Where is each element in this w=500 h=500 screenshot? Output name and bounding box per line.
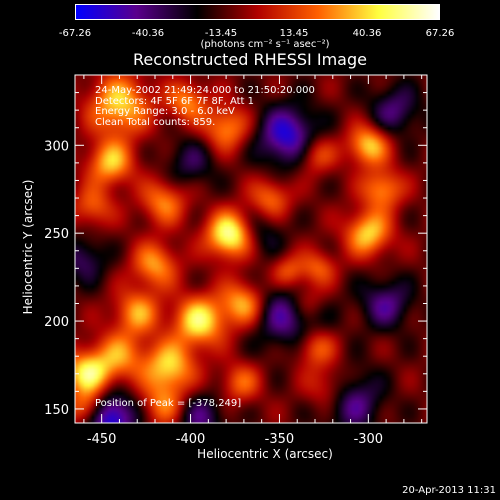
colorbar-tick-label: 13.45 (279, 28, 309, 39)
tick-label: -400 (176, 432, 206, 447)
peak-position-text: Position of Peak = [-378,249] (95, 398, 242, 409)
tick-label: 300 (44, 139, 69, 154)
tick-label: -450 (87, 432, 117, 447)
colorbar (75, 4, 440, 20)
colorbar-tick-label: 40.36 (352, 28, 382, 39)
colorbar-tick-label: -40.36 (131, 28, 165, 39)
energy-range-text: Energy Range: 3.0 - 6.0 keV (95, 106, 235, 117)
tick-label: 150 (44, 403, 69, 418)
timestamp: 20-Apr-2013 11:31 (402, 485, 496, 496)
time-range-text: 24-May-2002 21:49:24.000 to 21:50:20.000 (95, 85, 315, 96)
chart-title: Reconstructed RHESSI Image (133, 50, 367, 69)
x-axis-label: Heliocentric X (arcsec) (197, 447, 333, 461)
plot-frame (74, 74, 428, 424)
heatmap-image (75, 75, 427, 423)
detectors-text: Detectors: 4F 5F 6F 7F 8F, Att 1 (95, 95, 255, 107)
tick-label: 250 (44, 227, 69, 242)
colorbar-tick-label: -67.26 (58, 28, 92, 39)
colorbar-tick-label: -13.45 (204, 28, 238, 39)
y-axis-label: Heliocentric Y (arcsec) (21, 179, 35, 315)
tick-label: -300 (354, 432, 384, 447)
colorbar-unit-label: (photons cm⁻² s⁻¹ asec⁻²) (200, 39, 330, 50)
observation-info: 24-May-2002 21:49:24.000 to 21:50:20.000… (95, 85, 315, 128)
tick-label: 200 (44, 315, 69, 330)
counts-text: Clean Total counts: 859. (95, 116, 216, 128)
tick-label: -350 (265, 432, 295, 447)
colorbar-tick-label: 67.26 (425, 28, 455, 39)
